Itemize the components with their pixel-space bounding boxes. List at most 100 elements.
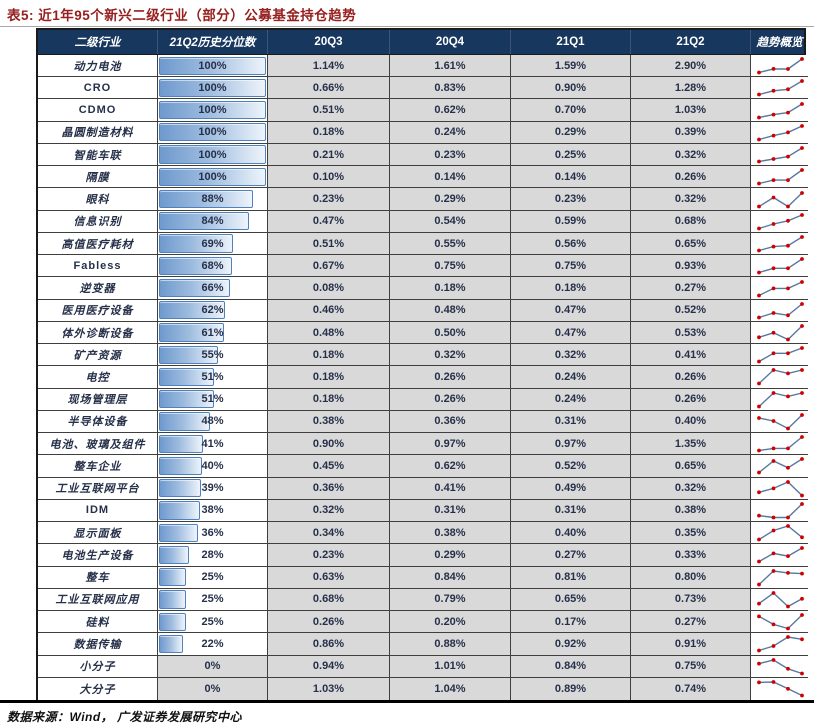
col-header-percentile: 21Q2历史分位数: [158, 30, 268, 54]
value-cell-21q1: 0.27%: [511, 544, 631, 566]
percentile-label: 40%: [201, 459, 224, 472]
value-cell-21q1: 0.97%: [511, 433, 631, 455]
trend-sparkline-icon: [757, 101, 804, 119]
value-cell-21q2: 0.80%: [631, 566, 751, 588]
value-cell-20q4: 0.97%: [390, 433, 511, 455]
table-row: CRO 100% 0.66% 0.83% 0.90% 1.28%: [38, 77, 808, 100]
industry-cell: 眼科: [38, 188, 158, 210]
table-row: 显示面板 36% 0.34% 0.38% 0.40% 0.35%: [38, 522, 808, 545]
industry-cell: 晶圆制造材料: [38, 121, 158, 143]
value-cell-20q4: 0.26%: [390, 366, 511, 388]
percentile-bar-track: [159, 456, 266, 476]
trend-cell: [751, 544, 808, 566]
value-cell-20q3: 0.47%: [268, 210, 390, 232]
percentile-label: 0%: [204, 682, 221, 695]
trend-sparkline-icon: [757, 190, 804, 208]
industry-cell: 电控: [38, 366, 158, 388]
industry-cell: 智能车联: [38, 143, 158, 166]
percentile-cell: 100%: [158, 55, 268, 77]
table-row: 电池、玻璃及组件 41% 0.90% 0.97% 0.97% 1.35%: [38, 433, 808, 456]
value-cell-20q4: 0.41%: [390, 477, 511, 499]
industry-cell: 矿产资源: [38, 344, 158, 366]
industry-cell: 数据传输: [38, 633, 158, 655]
value-cell-20q3: 0.18%: [268, 388, 390, 410]
table-body: 动力电池 100% 1.14% 1.61% 1.59% 2.90% CRO 100% 0.66%…: [38, 55, 808, 700]
value-cell-21q1: 0.65%: [511, 588, 631, 611]
industry-cell: 现场管理层: [38, 388, 158, 410]
col-header-20q4: 20Q4: [390, 30, 511, 54]
trend-cell: [751, 677, 808, 700]
value-cell-20q3: 0.23%: [268, 544, 390, 566]
percentile-data-bar: [159, 501, 200, 520]
percentile-cell: 100%: [158, 99, 268, 121]
value-cell-21q1: 0.89%: [511, 677, 631, 700]
percentile-cell: 28%: [158, 544, 268, 566]
col-header-20q3: 20Q3: [268, 30, 390, 54]
percentile-data-bar: [159, 234, 233, 253]
table-row: 电控 51% 0.18% 0.26% 0.24% 0.26%: [38, 366, 808, 389]
value-cell-20q4: 0.79%: [390, 588, 511, 611]
value-cell-21q1: 0.24%: [511, 388, 631, 410]
percentile-data-bar: [159, 100, 266, 120]
trend-cell: [751, 99, 808, 121]
trend-cell: [751, 388, 808, 410]
value-cell-21q1: 0.75%: [511, 255, 631, 277]
value-cell-20q4: 1.04%: [390, 677, 511, 700]
table-row: 医用医疗设备 62% 0.46% 0.48% 0.47% 0.52%: [38, 299, 808, 322]
trend-sparkline-icon: [757, 479, 804, 498]
trend-sparkline-icon: [757, 324, 804, 342]
percentile-label: 68%: [201, 259, 224, 272]
value-cell-21q1: 0.29%: [511, 121, 631, 143]
percentile-cell: 66%: [158, 277, 268, 299]
percentile-bar-track: [159, 367, 266, 387]
value-cell-20q4: 0.62%: [390, 99, 511, 121]
table-row: 智能车联 100% 0.21% 0.23% 0.25% 0.32%: [38, 143, 808, 167]
percentile-data-bar: [159, 278, 230, 298]
industry-cell: 大分子: [38, 677, 158, 700]
value-cell-21q2: 0.93%: [631, 255, 751, 277]
industry-cell: 信息识别: [38, 210, 158, 232]
value-cell-20q4: 0.88%: [390, 633, 511, 655]
value-cell-21q2: 0.32%: [631, 477, 751, 499]
percentile-bar-track: [159, 501, 266, 520]
holdings-trend-table: 二级行业 21Q2历史分位数 20Q3 20Q4 21Q1 21Q2 趋势概览 …: [36, 28, 808, 702]
trend-cell: [751, 410, 808, 433]
percentile-bar-track: [159, 145, 266, 164]
value-cell-21q2: 0.27%: [631, 277, 751, 299]
percentile-cell: 0%: [158, 655, 268, 677]
trend-sparkline-icon: [757, 435, 804, 453]
industry-cell: CDMO: [38, 99, 158, 121]
value-cell-21q2: 0.26%: [631, 166, 751, 188]
percentile-bar-track: [159, 301, 266, 320]
percentile-label: 25%: [201, 593, 224, 606]
industry-cell: 体外诊断设备: [38, 321, 158, 344]
col-header-trend: 趋势概览: [756, 37, 803, 49]
percentile-label: 25%: [201, 571, 224, 584]
percentile-bar-track: [159, 412, 266, 431]
value-cell-21q2: 0.32%: [631, 143, 751, 166]
trend-sparkline-icon: [757, 257, 804, 275]
percentile-bar-track: [159, 100, 266, 120]
percentile-cell: 68%: [158, 255, 268, 277]
percentile-cell: 100%: [158, 121, 268, 143]
trend-cell: [751, 77, 808, 99]
value-cell-20q4: 0.84%: [390, 566, 511, 588]
table-row: 工业互联网平台 39% 0.36% 0.41% 0.49% 0.32%: [38, 477, 808, 500]
value-cell-20q3: 0.21%: [268, 143, 390, 166]
percentile-label: 28%: [201, 548, 224, 561]
trend-cell: [751, 633, 808, 655]
percentile-label: 55%: [201, 348, 224, 361]
percentile-bar-track: [159, 78, 266, 97]
percentile-label: 22%: [201, 637, 224, 650]
percentile-label: 38%: [201, 504, 224, 517]
percentile-bar-track: [159, 189, 266, 209]
industry-cell: 逆变器: [38, 277, 158, 299]
table-row: 眼科 88% 0.23% 0.29% 0.23% 0.32%: [38, 188, 808, 211]
trend-cell: [751, 255, 808, 277]
percentile-data-bar: [159, 78, 266, 97]
percentile-bar-track: [159, 612, 266, 631]
percentile-bar-track: [159, 590, 266, 609]
value-cell-20q4: 0.24%: [390, 121, 511, 143]
value-cell-21q2: 0.27%: [631, 611, 751, 633]
percentile-data-bar: [159, 390, 214, 409]
